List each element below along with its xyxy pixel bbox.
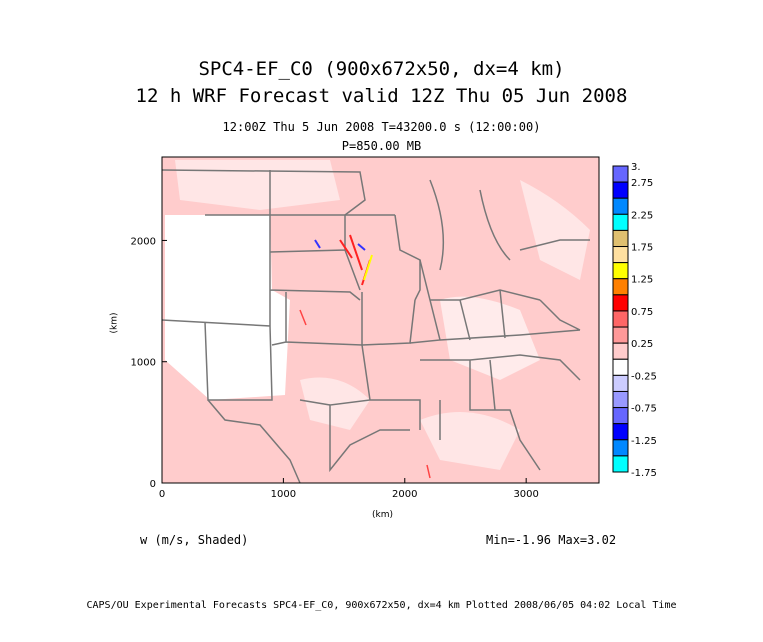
colorbar-swatch: [612, 278, 629, 296]
colorbar-swatch: [612, 423, 629, 441]
min-max-label: Min=-1.96 Max=3.02: [486, 533, 617, 547]
colorbar-label: 1.75: [631, 243, 653, 254]
x-axis-ticks: 0 1000 2000 3000: [159, 478, 539, 500]
valid-time-subtitle: 12:00Z Thu 5 Jun 2008 T=43200.0 s (12:00…: [222, 120, 541, 134]
y-axis-ticks: 0 1000 2000: [131, 236, 167, 490]
colorbar-swatch: [612, 197, 629, 215]
colorbar-swatch: [612, 294, 629, 312]
colorbar-swatch: [612, 455, 629, 473]
x-tick-label: 1000: [271, 489, 296, 500]
colorbar-swatch: [612, 310, 629, 328]
colorbar-label: -1.75: [631, 468, 657, 479]
colorbar-label: -0.75: [631, 404, 657, 415]
title-line-1: SPC4-EF_C0 (900x672x50, dx=4 km): [198, 58, 565, 80]
colorbar-label: 0.25: [631, 339, 653, 350]
w-features: [299, 234, 431, 479]
colorbar-swatch: [612, 374, 629, 392]
x-tick-label: 0: [159, 489, 165, 500]
state-boundaries: [161, 169, 590, 484]
pressure-level-subtitle: P=850.00 MB: [341, 139, 422, 153]
variable-label: w (m/s, Shaded): [140, 533, 249, 547]
colorbar-swatch: [612, 181, 629, 199]
colorbar-swatch: [612, 439, 629, 457]
colorbar-label: 3.: [631, 162, 641, 173]
y-tick-label: 2000: [131, 236, 156, 247]
colorbar-swatch: [612, 358, 629, 376]
colorbar-swatch: [612, 165, 629, 183]
colorbar-swatch: [612, 390, 629, 409]
colorbar-label: 2.25: [631, 210, 653, 221]
footer-caption: CAPS/OU Experimental Forecasts SPC4-EF_C…: [86, 600, 677, 611]
colorbar-swatch: [612, 407, 629, 425]
y-axis-label: (km): [109, 312, 120, 334]
y-tick-label: 1000: [131, 358, 156, 369]
colorbar-label: 0.75: [631, 307, 653, 318]
title-line-2: 12 h WRF Forecast valid 12Z Thu 05 Jun 2…: [135, 85, 628, 107]
colorbar-swatch: [612, 262, 629, 280]
colorbar-swatch: [612, 326, 629, 344]
colorbar-swatch: [612, 229, 629, 248]
plot-frame: [161, 156, 600, 484]
colorbar-label: 1.25: [631, 275, 653, 286]
colorbar-label: -0.25: [631, 371, 657, 382]
y-tick-label: 0: [150, 479, 156, 490]
x-tick-label: 3000: [513, 489, 538, 500]
colorbar-label: 2.75: [631, 178, 653, 189]
colorbar-swatch: [612, 342, 629, 360]
colorbar-label: -1.25: [631, 436, 657, 447]
map-area: [161, 156, 600, 484]
colorbar-swatch: [612, 246, 629, 264]
colorbar: 3. 2.75 2.25 1.75 1.25 0.75 0.25 -0.25 -0.75 -1.2…: [612, 162, 657, 479]
x-axis-label: (km): [372, 510, 394, 520]
colorbar-swatch: [612, 213, 629, 231]
x-tick-label: 2000: [392, 489, 417, 500]
